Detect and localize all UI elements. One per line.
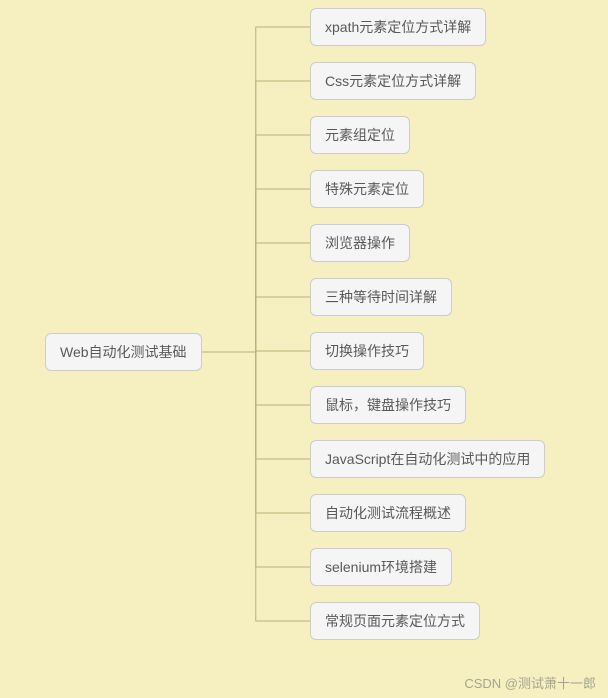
mindmap-canvas: Web自动化测试基础 xpath元素定位方式详解 Css元素定位方式详解元素组定位… [0,0,608,698]
child-node: 常规页面元素定位方式 [310,602,480,640]
child-node: JavaScript在自动化测试中的应用 [310,440,545,478]
child-node-label: 元素组定位 [325,127,395,143]
child-node: Css元素定位方式详解 [310,62,476,100]
root-label: Web自动化测试基础 [60,344,187,360]
root-node: Web自动化测试基础 [45,333,202,371]
child-node: 自动化测试流程概述 [310,494,466,532]
child-node-label: 三种等待时间详解 [325,289,437,305]
child-node: 浏览器操作 [310,224,410,262]
child-node: 特殊元素定位 [310,170,424,208]
child-node-label: 浏览器操作 [325,235,395,251]
child-node: 切换操作技巧 [310,332,424,370]
watermark-text: CSDN @测试萧十一郎 [464,673,596,692]
child-node-label: 切换操作技巧 [325,343,409,359]
child-node-label: 特殊元素定位 [325,181,409,197]
child-node-label: Css元素定位方式详解 [325,73,461,89]
child-node: 三种等待时间详解 [310,278,452,316]
child-node: xpath元素定位方式详解 [310,8,486,46]
child-node-label: JavaScript在自动化测试中的应用 [325,451,530,467]
child-node: selenium环境搭建 [310,548,452,586]
child-node: 元素组定位 [310,116,410,154]
child-node-label: xpath元素定位方式详解 [325,19,471,35]
child-node-label: 自动化测试流程概述 [325,505,451,521]
child-node-label: selenium环境搭建 [325,559,437,575]
child-node-label: 常规页面元素定位方式 [325,613,465,629]
child-node: 鼠标，键盘操作技巧 [310,386,466,424]
child-node-label: 鼠标，键盘操作技巧 [325,397,451,413]
